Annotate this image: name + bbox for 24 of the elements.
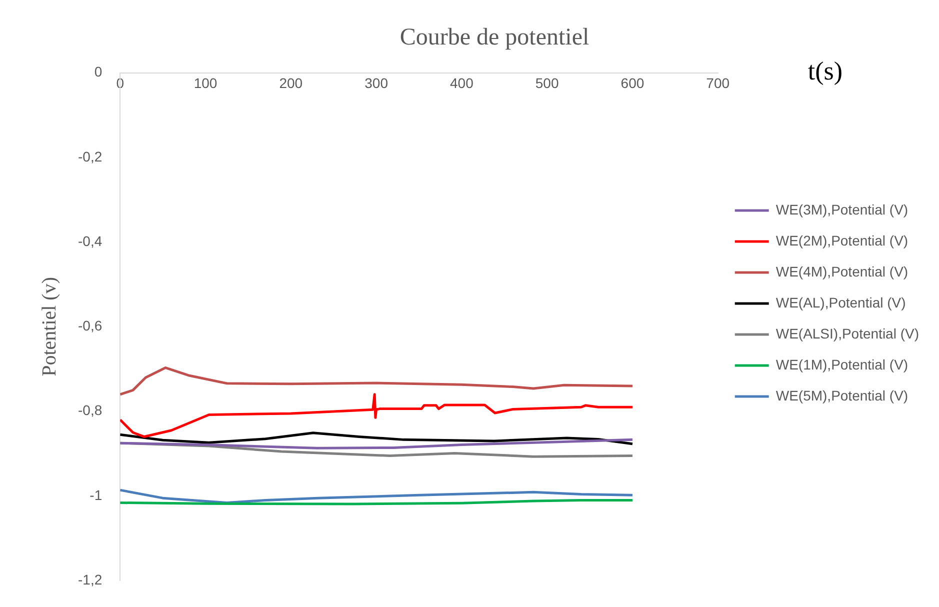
y-tick-label: -0,6 [78, 318, 102, 334]
x-tick-label: 600 [620, 75, 644, 92]
legend-label: WE(1M),Potential (V) [776, 356, 908, 372]
x-tick-label: 400 [450, 75, 474, 92]
legend-label: WE(AL),Potential (V) [776, 294, 906, 310]
legend-label: WE(5M),Potential (V) [776, 387, 908, 404]
legend-label: WE(3M),Potential (V) [776, 201, 908, 218]
x-tick-label: 100 [194, 75, 218, 92]
y-tick-label: -0,2 [78, 148, 102, 164]
x-tick-label: 300 [364, 75, 388, 92]
legend-label: WE(4M),Potential (V) [776, 263, 908, 280]
x-tick-label: 500 [535, 75, 559, 92]
y-tick-label: -1 [90, 486, 102, 503]
x-axis-title: t(s) [808, 56, 843, 86]
chart-title: Courbe de potentiel [400, 24, 590, 51]
x-tick-label: 200 [279, 75, 303, 92]
x-tick-label: 700 [706, 75, 730, 92]
y-axis-title: Potentiel (v) [38, 276, 60, 376]
y-tick-label: -0,8 [78, 402, 102, 418]
y-tick-label: -0,4 [78, 232, 102, 249]
y-tick-label: -1,2 [78, 571, 102, 588]
y-tick-label: 0 [94, 64, 102, 80]
legend-label: WE(ALSI),Potential (V) [776, 325, 920, 342]
legend-label: WE(2M),Potential (V) [776, 232, 908, 248]
